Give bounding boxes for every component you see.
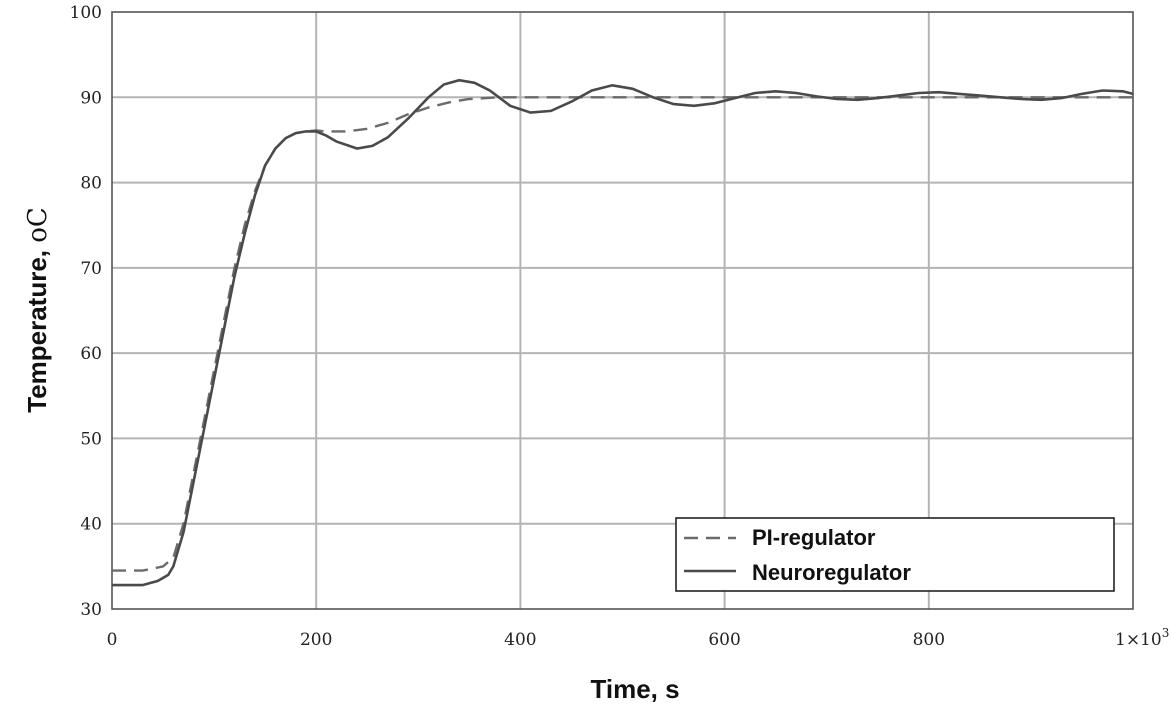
y-tick-label-50: 50	[80, 429, 102, 449]
x-tick-label-200: 200	[300, 630, 332, 650]
y-axis-label-text: Temperature,	[22, 243, 52, 413]
series-layer	[112, 78, 1134, 587]
y-tick-label-60: 60	[80, 344, 102, 364]
y-tick-label-80: 80	[80, 174, 102, 194]
x-tick-label-600: 600	[708, 630, 740, 650]
y-axis-label: Temperature, oC	[22, 207, 53, 413]
x-axis-label: Time, s	[590, 674, 679, 704]
plot-area-frame	[111, 11, 1134, 610]
y-axis-ticks: 30 40 50 60 70 80 90 100	[70, 3, 102, 620]
y-tick-label-90: 90	[80, 88, 102, 108]
y-axis-unit: oC	[23, 207, 53, 243]
x-tick-label-800: 800	[913, 630, 945, 650]
x-tick-label-400: 400	[504, 630, 536, 650]
y-tick-label-100: 100	[70, 3, 102, 23]
y-tick-label-40: 40	[80, 515, 102, 535]
x-axis-ticks: 0 200 400 600 800	[107, 630, 945, 650]
x-multiplier-label: 1×103	[1115, 626, 1169, 650]
x-tick-label-0: 0	[107, 630, 118, 650]
legend: PI-regulator Neuroregulator	[675, 517, 1115, 592]
legend-label-pi-regulator: PI-regulator	[752, 525, 876, 550]
y-tick-label-70: 70	[80, 259, 102, 279]
y-tick-label-30: 30	[80, 600, 102, 620]
series-line-neuroregulator	[112, 78, 1134, 587]
legend-label-neuroregulator: Neuroregulator	[752, 560, 911, 585]
legend-box	[675, 517, 1115, 592]
